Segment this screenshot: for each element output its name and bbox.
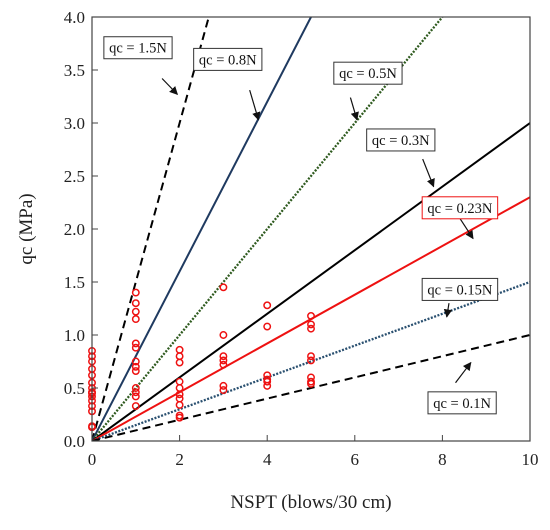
y-tick-label: 1.5 — [64, 273, 85, 292]
annotation-box — [427, 391, 497, 415]
annotation-arrow — [349, 97, 359, 121]
annotation-label: qc = 0.8N — [193, 47, 263, 71]
data-point — [175, 390, 184, 399]
data-point — [307, 320, 315, 329]
data-point — [219, 381, 228, 390]
annotation-arrow — [249, 89, 261, 121]
data-point — [175, 345, 184, 354]
data-point — [175, 394, 184, 403]
data-point — [263, 381, 272, 390]
annotation-text: qc = 1.5N — [109, 41, 167, 57]
annotation-arrow — [161, 78, 178, 95]
data-point — [263, 301, 272, 310]
annotation-box — [103, 36, 173, 60]
data-point — [175, 413, 184, 422]
x-tick-label: 6 — [351, 450, 360, 469]
annotation-text: qc = 0.3N — [372, 133, 430, 149]
annotation-label: qc = 0.15N — [421, 277, 499, 301]
annotation-label: qc = 0.3N — [366, 128, 436, 152]
data-point — [131, 315, 140, 324]
y-axis-label: qc (MPa) — [16, 193, 37, 264]
annotation-box — [333, 61, 403, 85]
data-point — [219, 386, 228, 395]
annotation-box — [421, 277, 499, 301]
data-point — [307, 379, 315, 388]
annotation-arrow — [459, 218, 474, 240]
data-point — [131, 288, 140, 297]
data-point — [219, 283, 228, 292]
annotation-box — [366, 128, 436, 152]
annotation-text: qc = 0.15N — [427, 282, 492, 298]
x-tick-label: 2 — [175, 450, 184, 469]
annotation-label: qc = 0.23N — [421, 196, 499, 220]
data-point — [175, 358, 184, 367]
data-point — [219, 356, 228, 365]
data-point — [131, 388, 140, 397]
annotation-label: qc = 0.5N — [333, 61, 403, 85]
y-tick-label: 0.0 — [64, 432, 85, 451]
data-point — [175, 377, 184, 386]
data-point — [131, 362, 140, 371]
data-point — [131, 402, 140, 410]
data-point — [219, 360, 228, 369]
data-point — [131, 384, 140, 392]
annotation-text: qc = 0.23N — [427, 201, 492, 217]
y-tick-label: 2.0 — [64, 220, 85, 239]
data-points — [88, 283, 315, 432]
data-point — [219, 352, 228, 361]
data-point — [131, 343, 140, 352]
data-point — [175, 401, 184, 409]
data-point — [307, 324, 315, 333]
data-point — [175, 352, 184, 361]
y-tick-label: 3.0 — [64, 114, 85, 133]
annotation-arrow — [455, 361, 472, 384]
data-point — [263, 322, 272, 331]
annotation-text: qc = 0.8N — [199, 52, 257, 68]
line-annotations: qc = 1.5N qc = 0.8N qc = 0.5N qc = 0.3N qc =… — [103, 36, 499, 415]
data-point — [131, 367, 140, 375]
data-point — [131, 339, 140, 348]
data-point — [307, 352, 315, 361]
line-qc-0p5n — [92, 17, 444, 441]
annotation-arrow — [422, 158, 435, 188]
data-point — [307, 356, 315, 365]
annotation-label: qc = 1.5N — [103, 36, 173, 60]
line-qc-1p5n — [92, 17, 210, 441]
y-tick-label: 4.0 — [64, 8, 85, 27]
annotation-text: qc = 0.5N — [339, 66, 397, 82]
line-qc-0p8n — [92, 17, 312, 441]
y-tick-label: 0.5 — [64, 379, 85, 398]
data-point — [131, 392, 140, 401]
plot-frame — [91, 16, 531, 442]
axis-ticks: 0 2 4 6 8 10 0.0 0.5 1.0 1.5 2.0 2.5 3.0 3.5 4.0 — [64, 8, 539, 469]
x-tick-label: 4 — [263, 450, 272, 469]
annotation-arrow — [443, 303, 453, 318]
data-point — [263, 377, 272, 386]
line-qc-0p1n — [92, 334, 530, 441]
data-point — [131, 307, 140, 316]
annotation-box — [421, 196, 499, 220]
y-tick-label: 2.5 — [64, 167, 85, 186]
annotation-label: qc = 0.1N — [427, 391, 497, 415]
x-tick-label: 10 — [522, 450, 539, 469]
line-qc-0p15n — [92, 280, 530, 441]
data-point — [307, 311, 315, 320]
annotation-box — [193, 47, 263, 71]
data-point — [131, 357, 140, 366]
data-point — [219, 331, 228, 339]
annotation-text: qc = 0.1N — [433, 396, 491, 412]
line-qc-0p3n — [92, 122, 530, 441]
y-tick-label: 1.0 — [64, 326, 85, 345]
y-tick-label: 3.5 — [64, 61, 85, 80]
x-tick-label: 0 — [88, 450, 97, 469]
data-point — [131, 299, 140, 308]
data-point — [175, 384, 184, 392]
plot-lines — [92, 17, 530, 441]
x-axis-label: NSPT (blows/30 cm) — [230, 492, 391, 513]
x-tick-label: 8 — [438, 450, 447, 469]
